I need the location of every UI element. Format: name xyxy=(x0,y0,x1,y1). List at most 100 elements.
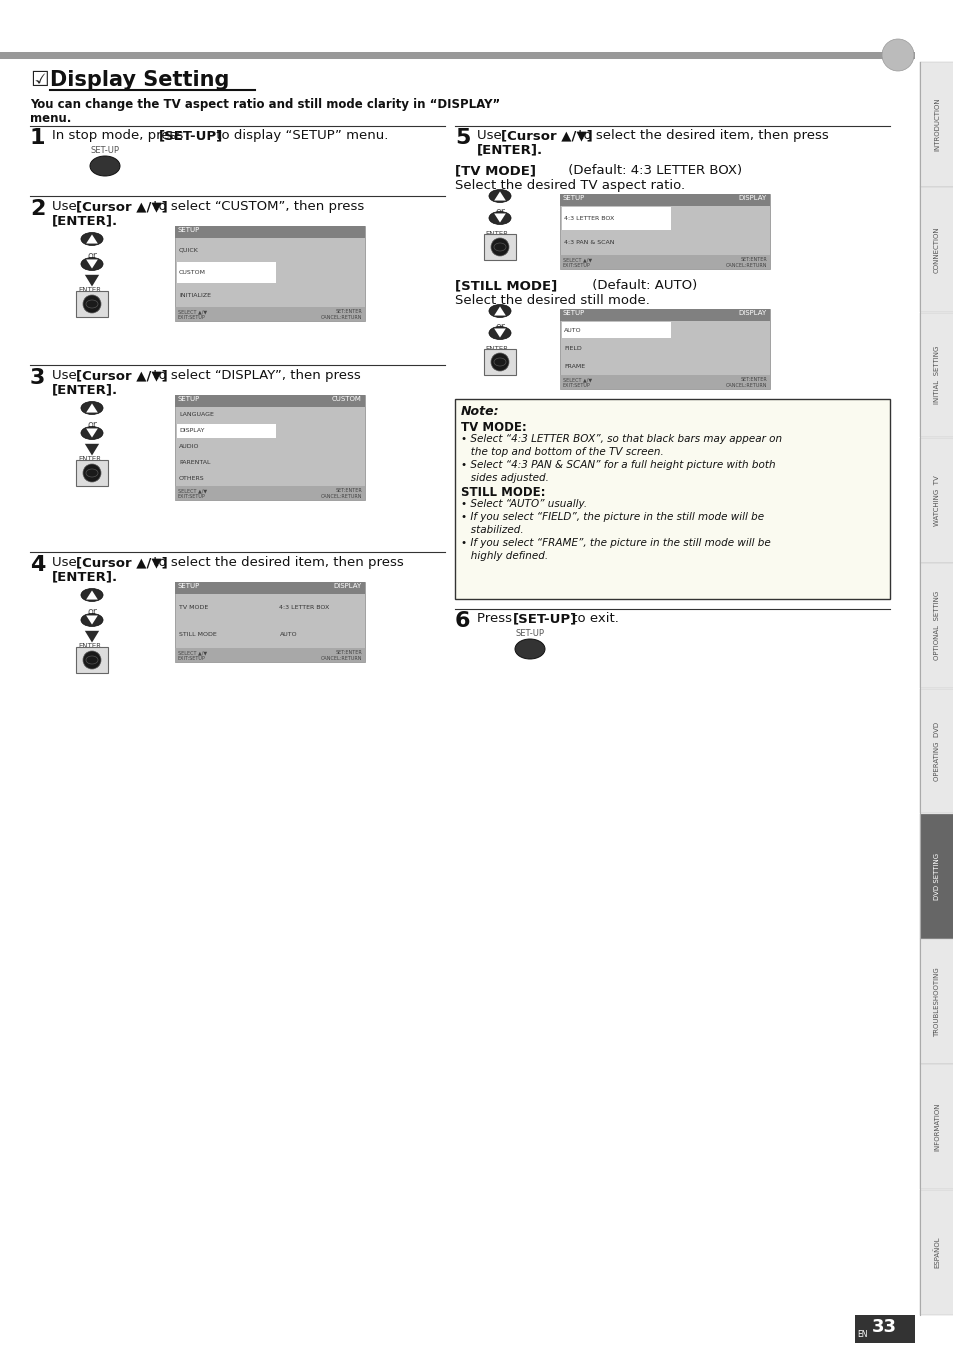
Text: or: or xyxy=(87,607,97,617)
Text: highly defined.: highly defined. xyxy=(460,551,548,561)
Bar xyxy=(174,487,365,500)
Bar xyxy=(76,460,108,487)
Polygon shape xyxy=(494,191,505,201)
Ellipse shape xyxy=(81,589,103,601)
Text: INITIALIZE: INITIALIZE xyxy=(179,293,211,298)
Bar xyxy=(919,1065,953,1189)
Text: [Cursor ▲/▼]: [Cursor ▲/▼] xyxy=(76,369,168,381)
Text: OPERATING  DVD: OPERATING DVD xyxy=(933,721,939,780)
Ellipse shape xyxy=(90,156,120,177)
Text: You can change the TV aspect ratio and still mode clarity in “DISPLAY”: You can change the TV aspect ratio and s… xyxy=(30,98,499,111)
Bar xyxy=(174,395,365,500)
Bar xyxy=(919,814,953,938)
Bar xyxy=(455,399,889,599)
Text: DISPLAY: DISPLAY xyxy=(179,429,204,433)
Text: to select the desired item, then press: to select the desired item, then press xyxy=(574,129,828,142)
Text: or: or xyxy=(495,322,504,332)
Ellipse shape xyxy=(515,639,544,659)
Text: EXIT:SETUP: EXIT:SETUP xyxy=(178,493,206,499)
Text: CANCEL:RETURN: CANCEL:RETURN xyxy=(320,656,361,661)
Text: or: or xyxy=(87,421,97,430)
Text: ENTER: ENTER xyxy=(78,643,101,648)
Bar xyxy=(919,940,953,1064)
Text: OPTIONAL  SETTING: OPTIONAL SETTING xyxy=(933,592,939,661)
Text: SET:ENTER: SET:ENTER xyxy=(740,377,766,381)
Text: 33: 33 xyxy=(871,1318,896,1336)
Bar xyxy=(919,62,953,187)
Polygon shape xyxy=(494,306,505,315)
Text: [Cursor ▲/▼]: [Cursor ▲/▼] xyxy=(76,200,168,213)
Bar xyxy=(559,194,769,270)
Ellipse shape xyxy=(81,257,103,271)
Text: DISPLAY: DISPLAY xyxy=(738,310,766,315)
Text: [STILL MODE]: [STILL MODE] xyxy=(455,279,557,293)
Text: [SET-UP]: [SET-UP] xyxy=(159,129,223,142)
Ellipse shape xyxy=(81,613,103,627)
Text: SET:ENTER: SET:ENTER xyxy=(335,309,361,314)
Polygon shape xyxy=(86,616,98,624)
Bar xyxy=(854,1316,914,1343)
Polygon shape xyxy=(494,213,505,222)
Text: LANGUAGE: LANGUAGE xyxy=(179,412,213,418)
Polygon shape xyxy=(85,275,99,287)
Text: to select “DISPLAY”, then press: to select “DISPLAY”, then press xyxy=(149,369,360,381)
Text: STILL MODE:: STILL MODE: xyxy=(460,487,545,499)
Text: to select the desired item, then press: to select the desired item, then press xyxy=(149,555,403,569)
Text: [Cursor ▲/▼]: [Cursor ▲/▼] xyxy=(76,555,168,569)
Text: CUSTOM: CUSTOM xyxy=(332,396,361,402)
Text: Select the desired still mode.: Select the desired still mode. xyxy=(455,294,649,307)
Text: STILL MODE: STILL MODE xyxy=(179,632,216,638)
Bar xyxy=(76,647,108,673)
Text: SELECT ▲/▼: SELECT ▲/▼ xyxy=(178,488,207,493)
Text: ENTER: ENTER xyxy=(484,231,507,237)
Text: SET-UP: SET-UP xyxy=(91,146,119,155)
Text: EXIT:SETUP: EXIT:SETUP xyxy=(562,263,590,268)
Text: Use: Use xyxy=(52,369,81,381)
Text: Use: Use xyxy=(52,200,81,213)
Text: SET:ENTER: SET:ENTER xyxy=(740,257,766,262)
Text: ENTER: ENTER xyxy=(78,287,101,293)
Ellipse shape xyxy=(489,190,511,202)
Text: to display “SETUP” menu.: to display “SETUP” menu. xyxy=(212,129,388,142)
Text: 4: 4 xyxy=(30,555,46,576)
Text: DVD SETTING: DVD SETTING xyxy=(933,853,939,900)
Bar xyxy=(174,226,365,239)
Text: INFORMATION: INFORMATION xyxy=(933,1103,939,1151)
Bar xyxy=(559,375,769,390)
Text: to select “CUSTOM”, then press: to select “CUSTOM”, then press xyxy=(149,200,364,213)
Polygon shape xyxy=(86,235,98,244)
Text: the top and bottom of the TV screen.: the top and bottom of the TV screen. xyxy=(460,448,663,457)
Text: 5: 5 xyxy=(455,128,470,148)
Text: Display Setting: Display Setting xyxy=(50,70,229,90)
Ellipse shape xyxy=(489,326,511,340)
Text: menu.: menu. xyxy=(30,112,71,125)
Polygon shape xyxy=(86,259,98,268)
Text: 4:3 LETTER BOX: 4:3 LETTER BOX xyxy=(279,605,330,611)
Text: 4:3 LETTER BOX: 4:3 LETTER BOX xyxy=(563,216,614,221)
Text: CANCEL:RETURN: CANCEL:RETURN xyxy=(724,383,766,388)
Text: CANCEL:RETURN: CANCEL:RETURN xyxy=(320,315,361,319)
Text: • Select “4:3 LETTER BOX”, so that black bars may appear on: • Select “4:3 LETTER BOX”, so that black… xyxy=(460,434,781,443)
Ellipse shape xyxy=(81,402,103,414)
Polygon shape xyxy=(86,403,98,412)
Text: FIELD: FIELD xyxy=(563,345,581,350)
Text: or: or xyxy=(495,208,504,217)
Bar xyxy=(559,309,769,321)
Text: AUTO: AUTO xyxy=(279,632,296,638)
Text: sides adjusted.: sides adjusted. xyxy=(460,473,548,483)
Bar xyxy=(559,309,769,390)
Text: SELECT ▲/▼: SELECT ▲/▼ xyxy=(562,257,592,262)
Text: Use: Use xyxy=(476,129,505,142)
Bar xyxy=(177,262,275,283)
Text: TV MODE: TV MODE xyxy=(179,605,208,611)
Text: Press: Press xyxy=(476,612,516,625)
Text: [ENTER].: [ENTER]. xyxy=(52,214,118,226)
Bar xyxy=(174,395,365,407)
Text: • If you select “FRAME”, the picture in the still mode will be: • If you select “FRAME”, the picture in … xyxy=(460,538,770,549)
Bar xyxy=(919,563,953,687)
Text: SET:ENTER: SET:ENTER xyxy=(335,488,361,493)
Bar xyxy=(919,313,953,437)
Text: INITIAL  SETTING: INITIAL SETTING xyxy=(933,346,939,404)
Text: AUDIO: AUDIO xyxy=(179,443,199,449)
Text: SETUP: SETUP xyxy=(562,310,584,315)
